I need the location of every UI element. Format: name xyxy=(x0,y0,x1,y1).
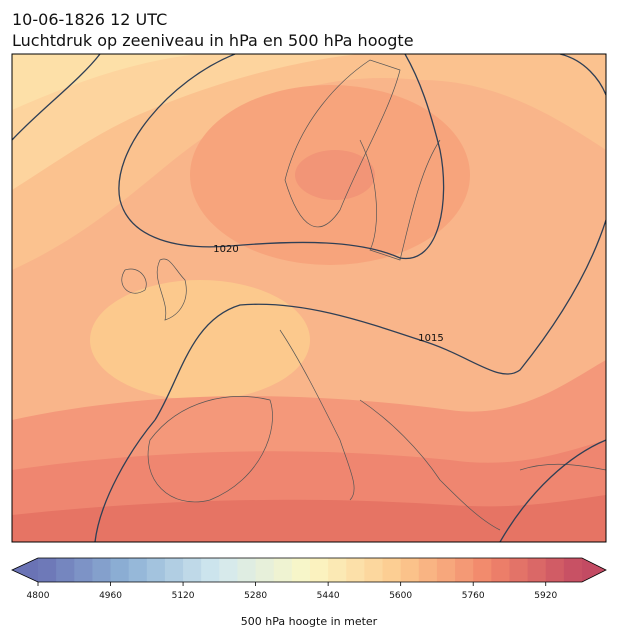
isobars xyxy=(12,54,606,542)
colorbar-bin xyxy=(183,558,202,582)
colorbar-tick-label: 5600 xyxy=(389,591,412,601)
colorbar-bin xyxy=(237,558,257,582)
colorbar-bin xyxy=(310,558,329,582)
contour-label: 1020 xyxy=(213,244,238,255)
colorbar-extend xyxy=(582,558,606,582)
colorbar-tick-label: 4800 xyxy=(27,591,50,601)
colorbar: 4800 4960 5120 5280 5440 5600 5760 5920 xyxy=(11,557,607,601)
field-band xyxy=(12,495,606,542)
colorbar-bin xyxy=(273,558,293,582)
colorbar-bin xyxy=(56,558,75,582)
colorbar-bin xyxy=(418,558,438,582)
colorbar-bin xyxy=(509,558,529,582)
colorbar-bin xyxy=(364,558,384,582)
colorbar-bin xyxy=(38,558,57,582)
colorbar-bin xyxy=(74,558,93,582)
map-frame xyxy=(11,53,607,543)
colorbar-bin xyxy=(400,558,420,582)
colorbar-tick-label: 5440 xyxy=(317,591,340,601)
contour-label: 1015 xyxy=(418,333,443,344)
colorbar-bin xyxy=(346,558,365,582)
colorbar-bin xyxy=(201,558,220,582)
colorbar-tick-label: 5920 xyxy=(534,591,557,601)
colorbar-bin xyxy=(328,558,347,582)
field-band xyxy=(12,54,606,270)
colorbar-tick-label: 4960 xyxy=(99,591,122,601)
colorbar-bin xyxy=(92,558,112,582)
field-band xyxy=(90,280,310,400)
colorbar-tick-label: 5120 xyxy=(172,591,195,601)
colorbar-bin xyxy=(491,558,510,582)
colorbar-bin xyxy=(473,558,492,582)
colorbar-bin xyxy=(110,558,130,582)
colorbar-label: 500 hPa hoogte in meter xyxy=(241,615,378,628)
colorbar-bin xyxy=(563,558,583,582)
subtitle: Luchtdruk op zeeniveau in hPa en 500 hPa… xyxy=(12,31,414,50)
colorbar-tick-label: 5280 xyxy=(244,591,267,601)
colorbar-tick-label: 5760 xyxy=(462,591,485,601)
field-band xyxy=(12,54,360,190)
colorbar-bin xyxy=(128,558,148,582)
colorbar-frame xyxy=(11,557,607,583)
colorbar-bin xyxy=(527,558,547,582)
title: 10-06-1826 12 UTC xyxy=(12,10,167,29)
colorbar-bin xyxy=(164,558,184,582)
coastlines xyxy=(121,59,606,531)
colorbar-extend xyxy=(12,558,38,582)
field-band xyxy=(295,150,375,200)
colorbar-bin xyxy=(219,558,238,582)
colorbar-bin xyxy=(436,558,456,582)
colorbar-bin xyxy=(382,558,402,582)
field-band xyxy=(12,54,200,110)
colorbar-bin xyxy=(545,558,565,582)
colorbar-bin xyxy=(455,558,474,582)
colorbar-bin xyxy=(291,558,311,582)
colorbar-bin xyxy=(146,558,166,582)
colorbar-bin xyxy=(255,558,275,582)
map-field: 1020 1015 xyxy=(12,54,606,542)
